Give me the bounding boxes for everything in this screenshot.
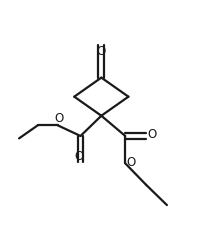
Text: O: O [54,112,63,125]
Text: O: O [147,128,157,141]
Text: O: O [126,156,136,169]
Text: O: O [97,45,106,58]
Text: O: O [75,150,84,163]
